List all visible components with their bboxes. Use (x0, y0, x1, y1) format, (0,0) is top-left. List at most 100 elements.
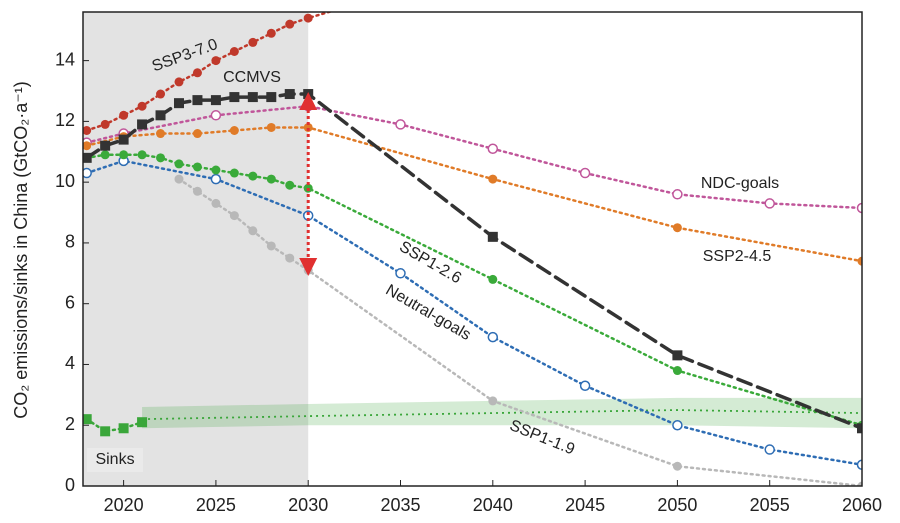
x-tick-label: 2025 (196, 495, 236, 515)
marker (210, 110, 222, 121)
marker (100, 140, 111, 151)
marker (137, 150, 147, 160)
marker (764, 444, 775, 455)
marker (156, 129, 166, 139)
marker (248, 226, 258, 236)
marker (579, 380, 591, 391)
x-tick-label: 2055 (750, 495, 790, 515)
marker (118, 134, 129, 145)
marker (192, 68, 202, 78)
marker (137, 101, 147, 111)
series-label: NDC-goals (701, 175, 779, 192)
x-tick-label: 2040 (473, 495, 513, 515)
marker (672, 419, 683, 431)
marker (229, 211, 239, 221)
marker (229, 126, 239, 135)
marker (155, 110, 166, 121)
marker (174, 174, 184, 184)
y-axis-label: CO₂ emissions/sinks in China (GtCO₂·a⁻¹) (11, 81, 31, 419)
marker (856, 202, 862, 214)
marker (266, 174, 276, 184)
series-line (85, 153, 862, 427)
plot-area (83, 12, 862, 486)
label-box (87, 448, 143, 472)
marker (487, 331, 499, 343)
marker (672, 366, 682, 376)
marker (229, 168, 239, 178)
x-tick-label: 2045 (565, 495, 605, 515)
marker (229, 92, 240, 103)
marker (156, 89, 166, 99)
marker (229, 47, 239, 56)
marker (211, 165, 221, 175)
marker (303, 122, 313, 132)
marker (174, 159, 184, 169)
series-label: Sinks (95, 451, 134, 468)
marker (266, 241, 276, 251)
marker (857, 423, 862, 434)
marker (83, 126, 92, 135)
marker (266, 122, 276, 132)
marker (83, 167, 92, 179)
marker (100, 119, 110, 129)
y-tick-label: 6 (65, 292, 75, 312)
series-line (85, 159, 862, 466)
marker (672, 461, 682, 471)
marker (857, 256, 862, 266)
x-tick-label: 2020 (104, 495, 144, 515)
marker (156, 153, 166, 163)
marker (672, 223, 682, 233)
marker (210, 173, 222, 185)
marker (672, 189, 683, 200)
marker (192, 129, 202, 139)
arrow-head (299, 92, 318, 110)
marker (100, 150, 110, 160)
marker (285, 180, 295, 190)
marker (248, 171, 258, 181)
marker (83, 414, 92, 425)
marker (266, 28, 276, 38)
marker (100, 426, 111, 437)
y-tick-label: 12 (55, 110, 75, 130)
marker (173, 98, 184, 109)
marker (248, 37, 258, 47)
marker (192, 186, 202, 196)
marker (247, 92, 258, 103)
marker (856, 459, 862, 470)
marker (488, 396, 498, 406)
y-tick-label: 2 (65, 414, 75, 434)
marker (137, 119, 148, 130)
marker (284, 89, 295, 100)
series-label: SSP1-2.6 (396, 238, 464, 287)
marker (211, 56, 221, 66)
series-line (85, 417, 144, 433)
marker (395, 119, 406, 130)
marker (579, 167, 591, 179)
marker (210, 95, 221, 106)
series-line (85, 104, 862, 210)
x-tick-label: 2060 (842, 495, 882, 515)
marker (488, 274, 498, 284)
plot-frame (82, 11, 863, 487)
marker (488, 174, 498, 184)
marker (266, 92, 277, 103)
marker (192, 162, 202, 172)
marker (285, 253, 295, 263)
series-line (84, 92, 862, 431)
marker (83, 152, 92, 163)
x-tick-label: 2035 (380, 495, 420, 515)
marker (119, 110, 129, 120)
marker (857, 481, 862, 486)
marker (192, 95, 203, 106)
marker (211, 198, 221, 208)
y-tick-label: 10 (55, 171, 75, 191)
marker (487, 231, 498, 242)
marker (395, 268, 406, 279)
marker (83, 141, 92, 151)
y-tick-label: 14 (55, 49, 75, 69)
y-tick-label: 4 (65, 353, 75, 373)
x-tick-label: 2030 (288, 495, 328, 515)
series-line (85, 126, 862, 263)
marker (118, 423, 129, 434)
